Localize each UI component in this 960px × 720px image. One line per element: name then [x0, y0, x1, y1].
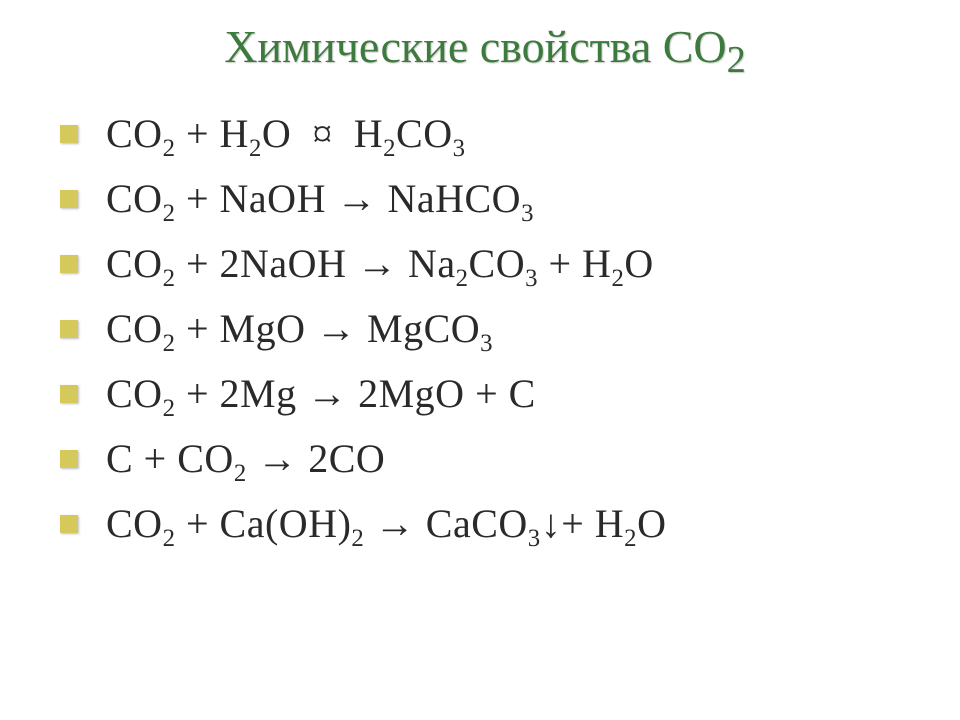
equation-row: C + CO2 → 2CO — [60, 435, 920, 482]
equation-text: CO2 + NaOH → NaHCO3 — [106, 175, 534, 222]
bullet-icon — [60, 385, 78, 403]
equation-row: CO2 + MgO → MgCO3 — [60, 305, 920, 352]
equation-list: CO2 + H2O ¤ H2CO3 CO2 + NaOH → NaHCO3 CO2 … — [50, 110, 920, 547]
bullet-icon — [60, 320, 78, 338]
equation-row: CO2 + 2Mg → 2MgO + C — [60, 370, 920, 417]
equation-text: CO2 + 2NaOH → Na2CO3 + H2O — [106, 240, 654, 287]
bullet-icon — [60, 450, 78, 468]
equation-row: CO2 + NaOH → NaHCO3 — [60, 175, 920, 222]
bullet-icon — [60, 190, 78, 208]
equation-text: CO2 + H2O ¤ H2CO3 — [106, 110, 466, 157]
equation-row: CO2 + Ca(OH)2 → CaCO3↓+ H2O — [60, 500, 920, 547]
title-text: Химические свойства СО — [224, 21, 726, 72]
equation-text: CO2 + MgO → MgCO3 — [106, 305, 493, 352]
bullet-icon — [60, 255, 78, 273]
bullet-icon — [60, 515, 78, 533]
slide-title: Химические свойства СО2 — [50, 20, 920, 82]
equation-row: CO2 + H2O ¤ H2CO3 — [60, 110, 920, 157]
equation-text: C + CO2 → 2CO — [106, 435, 385, 482]
bullet-icon — [60, 125, 78, 143]
equation-text: CO2 + 2Mg → 2MgO + C — [106, 370, 536, 417]
equation-text: CO2 + Ca(OH)2 → CaCO3↓+ H2O — [106, 500, 666, 547]
title-subscript: 2 — [727, 39, 746, 81]
equation-row: CO2 + 2NaOH → Na2CO3 + H2O — [60, 240, 920, 287]
